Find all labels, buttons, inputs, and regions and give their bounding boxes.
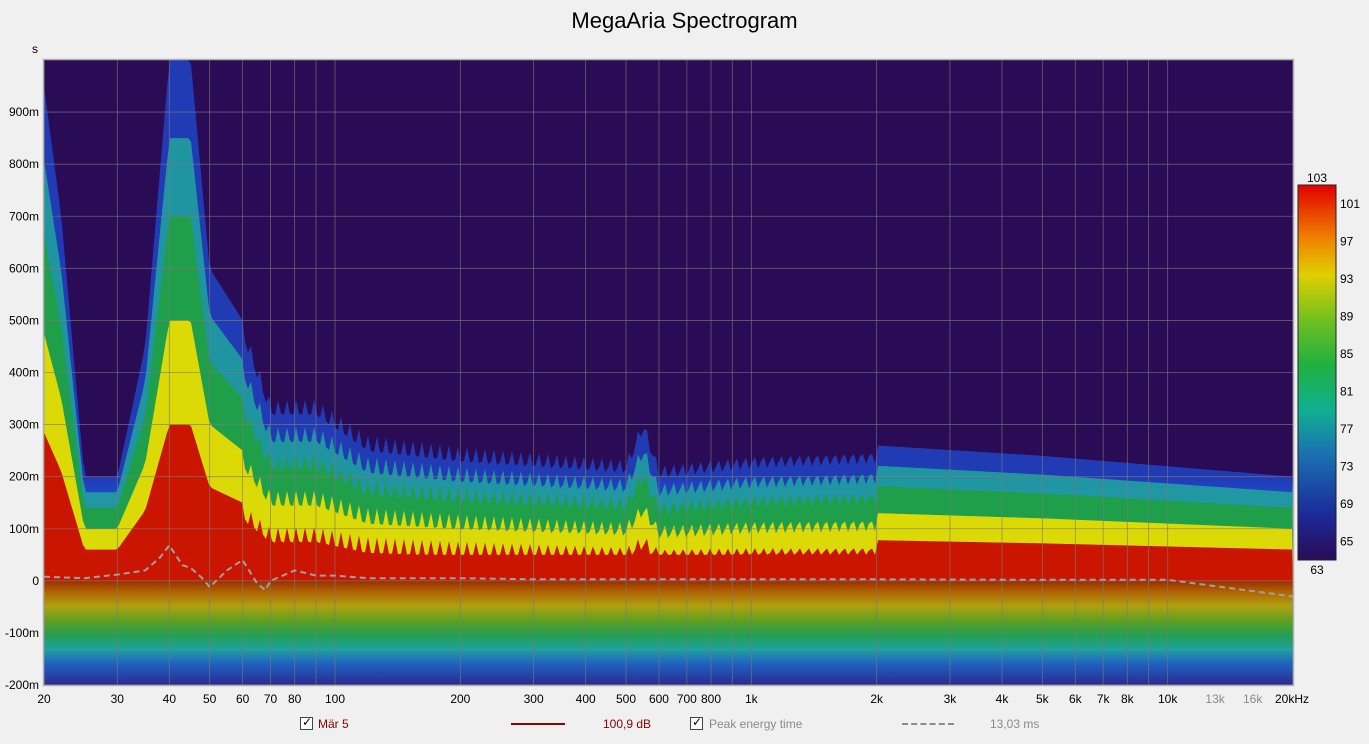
x-tick-label: 7k xyxy=(1097,692,1111,706)
x-tick-label: 4k xyxy=(996,692,1010,706)
legend-value-peak-energy: 13,03 ms xyxy=(990,717,1040,731)
x-tick-label: 200 xyxy=(450,692,470,706)
x-tick-label: 50 xyxy=(203,692,217,706)
colorbar-tick-label: 93 xyxy=(1340,272,1354,286)
x-axis-ticks: 20 30 40 50 60 70 80 100 200 300 400 500 600 700 800 1k… xyxy=(37,692,1309,706)
y-tick-label: 400m xyxy=(9,366,39,380)
series-checkbox-mar5[interactable] xyxy=(300,715,313,730)
y-tick-label: 500m xyxy=(9,313,39,327)
y-axis-unit: s xyxy=(32,42,38,56)
colorbar-gradient xyxy=(1297,184,1337,561)
x-tick-label: 20 xyxy=(37,692,51,706)
colorbar-tick-label: 69 xyxy=(1340,497,1354,511)
x-tick-label: 6k xyxy=(1069,692,1083,706)
x-tick-label: 600 xyxy=(649,692,669,706)
x-tick-label: 3k xyxy=(944,692,958,706)
y-axis-ticks: 900m 800m 700m 600m 500m 400m 300m 200m 100m 0 -10… xyxy=(5,105,39,692)
legend-line-mar5 xyxy=(511,723,565,725)
y-tick-label: 600m xyxy=(9,261,39,275)
colorbar xyxy=(1297,184,1337,561)
x-tick-label: 700 xyxy=(677,692,697,706)
x-tick-label: 70 xyxy=(264,692,278,706)
decay-ridge-layer xyxy=(44,138,1293,581)
y-tick-label: 800m xyxy=(9,157,39,171)
colorbar-tick-label: 65 xyxy=(1340,534,1354,548)
legend-label-mar5: Mär 5 xyxy=(318,717,349,731)
y-tick-label: 0 xyxy=(32,574,39,588)
x-tick-label: 60 xyxy=(236,692,250,706)
y-tick-label: 900m xyxy=(9,105,39,119)
y-tick-label: 700m xyxy=(9,209,39,223)
peak-energy-time-line xyxy=(44,543,1293,598)
x-tick-label: 2k xyxy=(870,692,884,706)
y-tick-label: 300m xyxy=(9,418,39,432)
x-tick-label: 40 xyxy=(163,692,177,706)
x-tick-label: 10k xyxy=(1158,692,1178,706)
x-tick-label: 400 xyxy=(576,692,596,706)
x-tick-label: 13k xyxy=(1205,692,1225,706)
x-tick-label: 30 xyxy=(111,692,125,706)
x-tick-label: 1k xyxy=(745,692,759,706)
decay-ridge-layer xyxy=(44,424,1293,581)
colorbar-tick-label: 89 xyxy=(1340,309,1354,323)
x-tick-label: 80 xyxy=(288,692,302,706)
chart-title: MegaAria Spectrogram xyxy=(571,8,798,33)
y-tick-label: -200m xyxy=(5,678,39,692)
series-checkbox-peak-energy[interactable] xyxy=(690,715,703,730)
x-tick-label: 5k xyxy=(1036,692,1050,706)
colorbar-tick-label: 73 xyxy=(1340,459,1354,473)
peak-energy-time-series xyxy=(44,543,1293,598)
decay-ridge-layer xyxy=(44,60,1293,581)
x-tick-label: 20kHz xyxy=(1275,692,1309,706)
legend: Mär 5 100,9 dB Peak energy time 13,03 ms xyxy=(0,714,1369,736)
colorbar-tick-label: 101 xyxy=(1340,197,1360,211)
colorbar-tick-label: 97 xyxy=(1340,234,1354,248)
x-tick-label: 100 xyxy=(325,692,345,706)
colorbar-tick-label: 81 xyxy=(1340,384,1354,398)
colorbar-ticks: 101 97 93 89 85 81 77 73 69 65 103 63 xyxy=(1307,171,1360,577)
legend-value-mar5: 100,9 dB xyxy=(603,717,652,731)
colorbar-tick-label: 85 xyxy=(1340,347,1354,361)
y-tick-label: 100m xyxy=(9,522,39,536)
x-tick-label: 16k xyxy=(1243,692,1263,706)
x-tick-label: 800 xyxy=(701,692,721,706)
y-tick-label: 200m xyxy=(9,470,39,484)
legend-line-peak-energy xyxy=(902,723,954,725)
x-tick-label: 300 xyxy=(524,692,544,706)
decay-ridge-layer xyxy=(44,216,1293,581)
legend-label-peak-energy: Peak energy time xyxy=(709,717,803,731)
x-tick-label: 8k xyxy=(1121,692,1135,706)
x-tick-label: 500 xyxy=(616,692,636,706)
y-tick-label: -100m xyxy=(5,626,39,640)
colorbar-tick-label: 77 xyxy=(1340,422,1354,436)
plot-border xyxy=(42,58,1295,687)
colorbar-max-label: 103 xyxy=(1307,171,1327,185)
colorbar-min-label: 63 xyxy=(1310,563,1324,577)
